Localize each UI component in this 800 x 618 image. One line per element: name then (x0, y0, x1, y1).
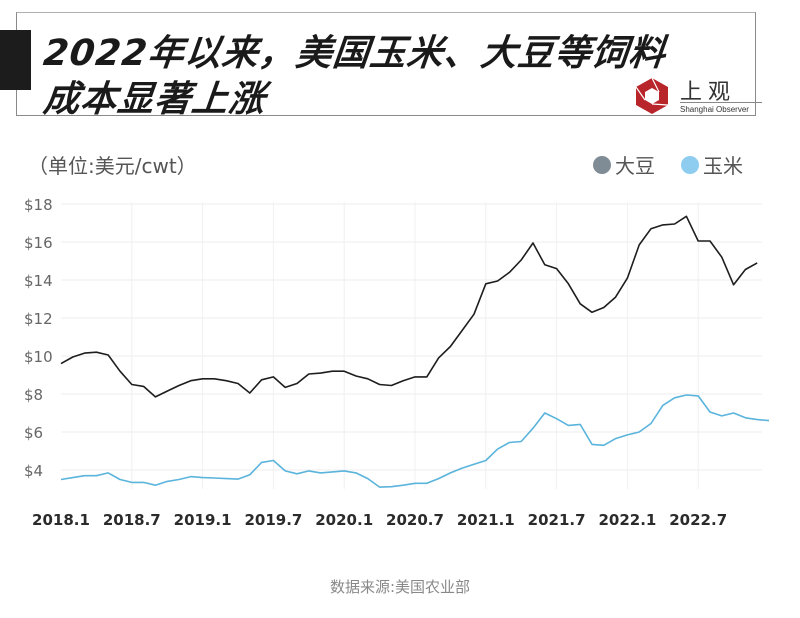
shanghai-observer-logo: 上观 Shanghai Observer (632, 74, 762, 118)
logo-name-en: Shanghai Observer (680, 105, 749, 114)
legend-label: 玉米 (703, 154, 743, 178)
legend-dot-icon (681, 155, 699, 174)
x-tick-label: 2021.1 (457, 511, 515, 529)
corn-line (60, 394, 770, 488)
page-title-line1: 2022年以来，美国玉米、大豆等饲料 (41, 33, 668, 74)
y-tick-label: $18 (24, 196, 53, 214)
y-tick-label: $12 (24, 310, 53, 328)
x-tick-label: 2022.1 (598, 511, 656, 529)
y-tick-label: $4 (24, 462, 43, 480)
legend-label: 大豆 (615, 154, 655, 178)
legend-item-soybean: 大豆 (593, 150, 655, 179)
unit-label: （单位:美元/cwt） (28, 154, 197, 178)
soybean-line (60, 215, 758, 398)
x-tick-label: 2018.1 (32, 511, 90, 529)
x-tick-label: 2021.7 (528, 511, 586, 529)
legend-item-corn: 玉米 (681, 150, 743, 179)
x-tick-label: 2020.7 (386, 511, 444, 529)
y-tick-label: $6 (24, 424, 43, 442)
x-tick-label: 2019.1 (174, 511, 232, 529)
data-source: 数据来源:美国农业部 (329, 578, 471, 596)
chart-grid (61, 202, 762, 489)
x-tick-label: 2018.7 (103, 511, 161, 529)
page-title-line2: 成本显著上涨 (41, 79, 268, 120)
y-tick-label: $14 (24, 272, 53, 290)
x-tick-label: 2019.7 (244, 511, 302, 529)
line-chart: $4 $6 $8 $10 $12 $14 $16 $18 2018.1 2018.7 2019.1 2… (24, 196, 770, 529)
y-tick-label: $10 (24, 348, 53, 366)
logo-divider (680, 102, 762, 103)
title-accent-block (0, 30, 31, 90)
x-tick-label: 2020.1 (315, 511, 373, 529)
y-tick-label: $16 (24, 234, 53, 252)
y-tick-label: $8 (24, 386, 43, 404)
logo-name-cn: 上观 (680, 80, 737, 105)
x-tick-label: 2022.7 (669, 511, 727, 529)
legend-dot-icon (593, 155, 611, 174)
hexagon-aperture-icon (635, 77, 669, 114)
chart-legend: 大豆 玉米 (593, 150, 743, 179)
